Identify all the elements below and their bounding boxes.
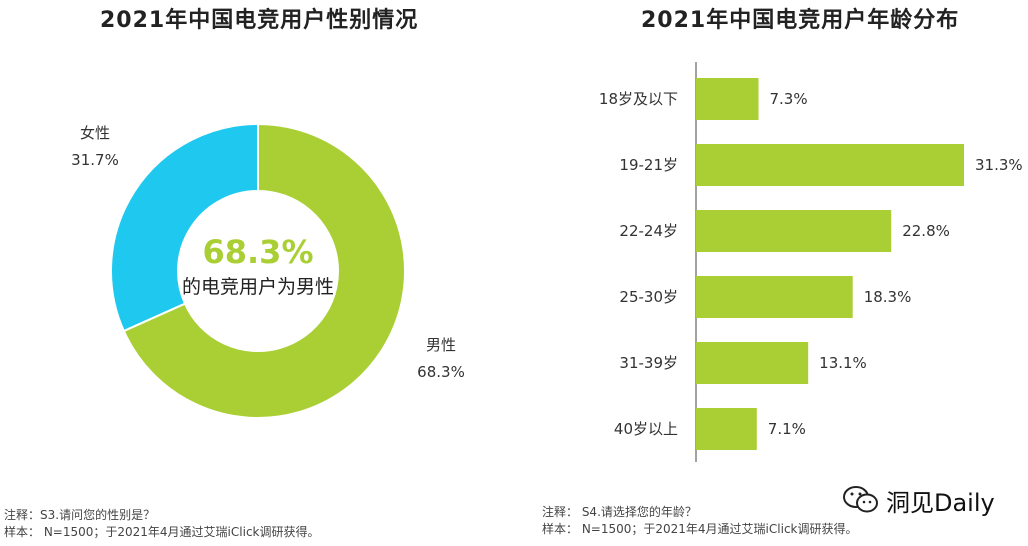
right-footnote-line1: 注释： S4.请选择您的年龄？ [542,505,697,519]
donut-label-male: 男性 [426,336,456,354]
left-footnote-line2: 样本： N=1500；于2021年4月通过艾瑞iClick调研获得。 [4,525,320,539]
age-bar-value: 22.8% [902,222,950,240]
gender-donut-chart: 女性 31.7% 男性 68.3% [71,122,465,419]
age-bar [696,78,759,120]
age-bar [696,276,853,318]
age-bar-category: 22-24岁 [619,222,678,240]
left-footnote: 注释：S3.请问您的性别是？ 样本： N=1500；于2021年4月通过艾瑞iC… [4,507,320,541]
donut-center-value: 68.3% [202,233,313,271]
age-bar-category: 19-21岁 [619,156,678,174]
donut-value-female: 31.7% [71,151,119,169]
age-bar [696,210,892,252]
watermark-text: 洞见Daily [886,488,995,517]
watermark: 洞见Daily [842,480,995,520]
donut-label-female: 女性 [80,124,110,142]
age-bar-value: 13.1% [819,354,867,372]
age-bar [696,408,757,450]
age-bar-value: 7.3% [770,90,808,108]
donut-slice-female [110,122,259,333]
wechat-icon [843,486,878,513]
donut-center-caption: 的电竞用户为男性 [182,276,334,298]
age-bar [696,342,809,384]
age-bar-value: 18.3% [864,288,912,306]
age-bar-value: 31.3% [975,156,1023,174]
age-bar-chart: 18岁及以下 7.3% 19-21岁 31.3% 22-24岁 22.8% 25-30岁 18… [599,62,1023,462]
right-footnote: 注释： S4.请选择您的年龄？ 样本： N=1500；于2021年4月通过艾瑞i… [542,504,858,538]
right-footnote-line2: 样本： N=1500；于2021年4月通过艾瑞iClick调研获得。 [542,522,858,536]
age-bar [696,144,964,186]
age-bar-category: 31-39岁 [619,354,678,372]
left-footnote-line1: 注释：S3.请问您的性别是？ [4,508,156,522]
donut-value-male: 68.3% [417,363,465,381]
gender-chart-title: 2021年中国电竞用户性别情况 [100,8,419,33]
donut-slice-male [122,122,406,419]
age-bar-value: 7.1% [768,420,806,438]
age-bar-category: 18岁及以下 [599,90,678,108]
age-chart-title: 2021年中国电竞用户年龄分布 [641,8,960,33]
age-bar-category: 25-30岁 [619,288,678,306]
age-bar-category: 40岁以上 [614,420,678,438]
